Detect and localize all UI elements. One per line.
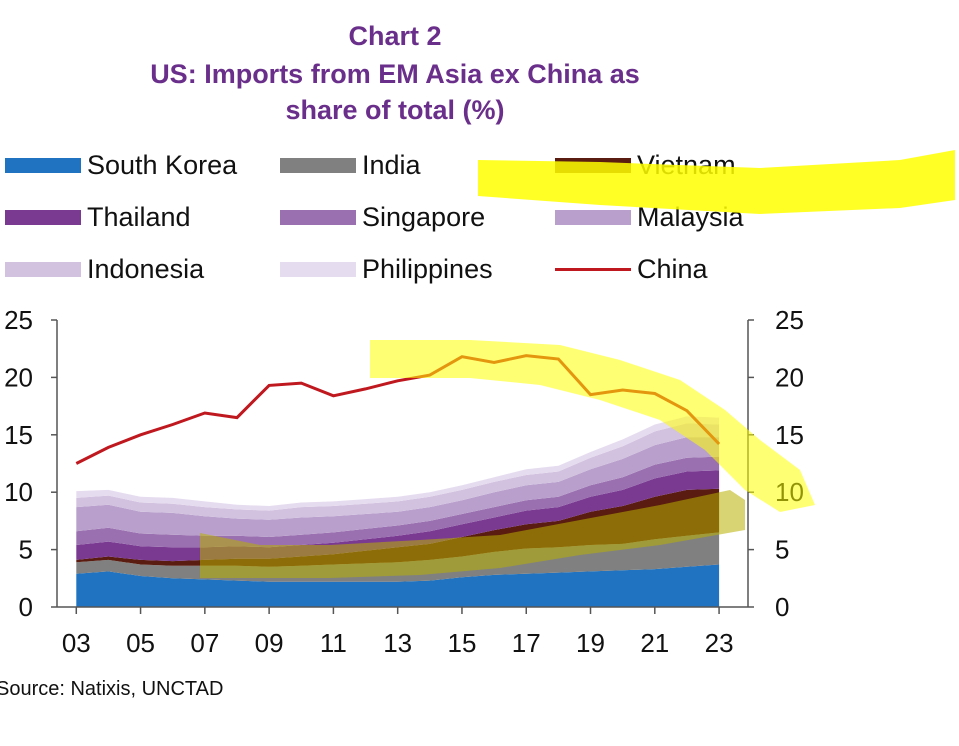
y-tick-label-right: 5 — [775, 535, 789, 565]
legend-label: Singapore — [362, 201, 486, 232]
x-tick-label: 21 — [640, 628, 669, 658]
y-tick-label-right: 15 — [775, 420, 804, 450]
source-note: Source: Natixis, UNCTAD — [0, 678, 224, 700]
chart-title-line-3: share of total (%) — [285, 95, 505, 125]
legend-label: Indonesia — [87, 253, 205, 284]
legend-item-south-korea: South Korea — [5, 150, 237, 180]
y-tick-label-left: 0 — [19, 592, 33, 622]
legend-swatch — [555, 267, 631, 271]
legend-label: Thailand — [87, 201, 191, 232]
x-tick-label: 13 — [383, 628, 412, 658]
x-tick-label: 11 — [320, 628, 347, 658]
legend-swatch — [280, 157, 356, 173]
legend-label: Philippines — [362, 253, 493, 284]
legend-label: China — [637, 253, 708, 284]
legend-swatch — [5, 157, 81, 173]
legend-swatch — [280, 261, 356, 277]
y-tick-label-right: 25 — [775, 305, 804, 335]
legend-item-thailand: Thailand — [5, 202, 191, 232]
legend-swatch — [280, 209, 356, 225]
legend-swatch — [5, 209, 81, 225]
x-tick-label: 03 — [62, 628, 91, 658]
x-tick-label: 09 — [255, 628, 284, 658]
x-tick-label: 17 — [512, 628, 541, 658]
legend-item-philippines: Philippines — [280, 254, 493, 284]
x-tick-label: 07 — [190, 628, 219, 658]
legend-swatch — [5, 261, 81, 277]
chart-title-line-1: Chart 2 — [348, 21, 442, 51]
legend-item-indonesia: Indonesia — [5, 254, 204, 284]
legend-item-china: China — [555, 254, 708, 284]
y-tick-label-left: 10 — [4, 477, 33, 507]
x-tick-label: 23 — [705, 628, 734, 658]
y-tick-label-right: 0 — [775, 592, 789, 622]
legend-item-singapore: Singapore — [280, 202, 485, 232]
legend-label: India — [362, 149, 421, 180]
y-tick-label-right: 10 — [775, 477, 804, 507]
x-tick-label: 19 — [576, 628, 605, 658]
y-tick-label-left: 5 — [19, 535, 33, 565]
x-tick-label: 05 — [126, 628, 155, 658]
y-tick-label-left: 25 — [4, 305, 33, 335]
x-tick-label: 15 — [447, 628, 476, 658]
chart-title-line-2: US: Imports from EM Asia ex China as — [150, 59, 640, 89]
y-tick-label-left: 15 — [4, 420, 33, 450]
legend-label: South Korea — [87, 149, 238, 180]
legend-item-india: India — [280, 150, 421, 180]
y-tick-label-left: 20 — [4, 362, 33, 392]
y-tick-label-right: 20 — [775, 362, 804, 392]
